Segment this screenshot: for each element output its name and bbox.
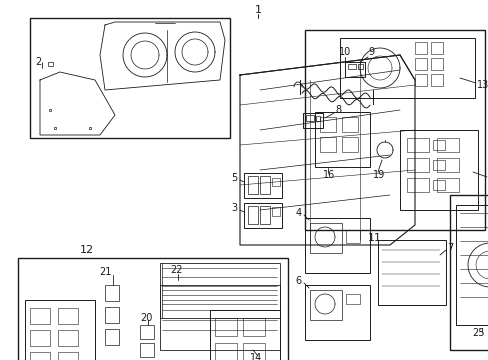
Bar <box>215 343 237 360</box>
Bar <box>30 308 50 324</box>
Text: 11: 11 <box>367 233 381 243</box>
Bar <box>430 74 442 86</box>
Bar <box>436 138 458 152</box>
Bar <box>432 180 444 190</box>
Bar <box>247 206 258 224</box>
Bar <box>430 58 442 70</box>
Bar <box>305 30 484 230</box>
Bar <box>314 112 369 167</box>
Bar <box>215 318 237 336</box>
Bar <box>455 205 488 325</box>
Bar <box>30 352 50 360</box>
Text: 4: 4 <box>295 208 302 218</box>
Bar <box>260 176 269 194</box>
Text: 13: 13 <box>476 80 488 90</box>
Bar <box>406 158 428 172</box>
Bar <box>414 74 426 86</box>
Bar <box>339 38 474 98</box>
Bar <box>305 115 313 121</box>
Bar <box>105 329 119 345</box>
Bar <box>303 113 323 128</box>
Bar <box>105 307 119 323</box>
Text: 1: 1 <box>254 5 261 15</box>
Bar <box>430 42 442 54</box>
Bar <box>399 130 477 210</box>
Bar <box>105 285 119 301</box>
Bar <box>243 343 264 360</box>
Text: 6: 6 <box>295 276 302 286</box>
Bar <box>449 195 488 350</box>
Text: 12: 12 <box>80 245 94 255</box>
Text: 10: 10 <box>338 47 350 57</box>
Bar <box>30 330 50 346</box>
Bar <box>345 62 364 77</box>
Text: 7: 7 <box>446 243 452 253</box>
Bar <box>160 263 280 318</box>
Text: 21: 21 <box>99 267 111 277</box>
Text: 8: 8 <box>334 105 341 115</box>
Bar <box>436 178 458 192</box>
Bar <box>244 173 282 198</box>
Bar <box>436 158 458 172</box>
Text: 9: 9 <box>367 47 373 57</box>
Text: 3: 3 <box>230 203 237 213</box>
Bar <box>406 138 428 152</box>
Bar <box>260 206 269 224</box>
Bar <box>18 258 287 360</box>
Text: 14: 14 <box>249 353 262 360</box>
Bar <box>305 285 369 340</box>
Bar <box>347 64 355 69</box>
Bar <box>309 223 341 253</box>
Bar <box>319 117 335 132</box>
Bar <box>414 58 426 70</box>
Bar <box>319 137 335 152</box>
Bar <box>309 290 341 320</box>
Bar <box>140 343 154 357</box>
Bar <box>25 300 95 360</box>
Bar <box>58 352 78 360</box>
Bar <box>341 137 357 152</box>
Bar <box>346 294 359 304</box>
Bar <box>305 218 369 273</box>
Text: 20: 20 <box>140 313 152 323</box>
Text: 2: 2 <box>35 57 41 67</box>
Bar <box>140 325 154 339</box>
Text: 5: 5 <box>230 173 237 183</box>
Text: 15: 15 <box>487 175 488 185</box>
Bar <box>357 64 362 69</box>
Bar <box>271 207 280 216</box>
Text: 25: 25 <box>471 328 484 338</box>
Bar <box>209 310 280 360</box>
Bar <box>48 62 53 66</box>
Text: 16: 16 <box>323 170 335 180</box>
Bar <box>406 178 428 192</box>
Bar <box>247 176 258 194</box>
Bar <box>315 116 319 121</box>
Bar <box>244 203 282 228</box>
Bar <box>432 140 444 150</box>
Text: 22: 22 <box>170 265 182 275</box>
Text: 19: 19 <box>372 170 385 180</box>
Bar <box>30 18 229 138</box>
Bar <box>432 160 444 170</box>
Bar <box>58 330 78 346</box>
Bar <box>377 240 445 305</box>
Bar <box>346 230 359 243</box>
Bar <box>243 318 264 336</box>
Bar <box>341 117 357 132</box>
Bar <box>160 285 280 350</box>
Bar <box>271 178 280 186</box>
Bar <box>414 42 426 54</box>
Bar <box>58 308 78 324</box>
